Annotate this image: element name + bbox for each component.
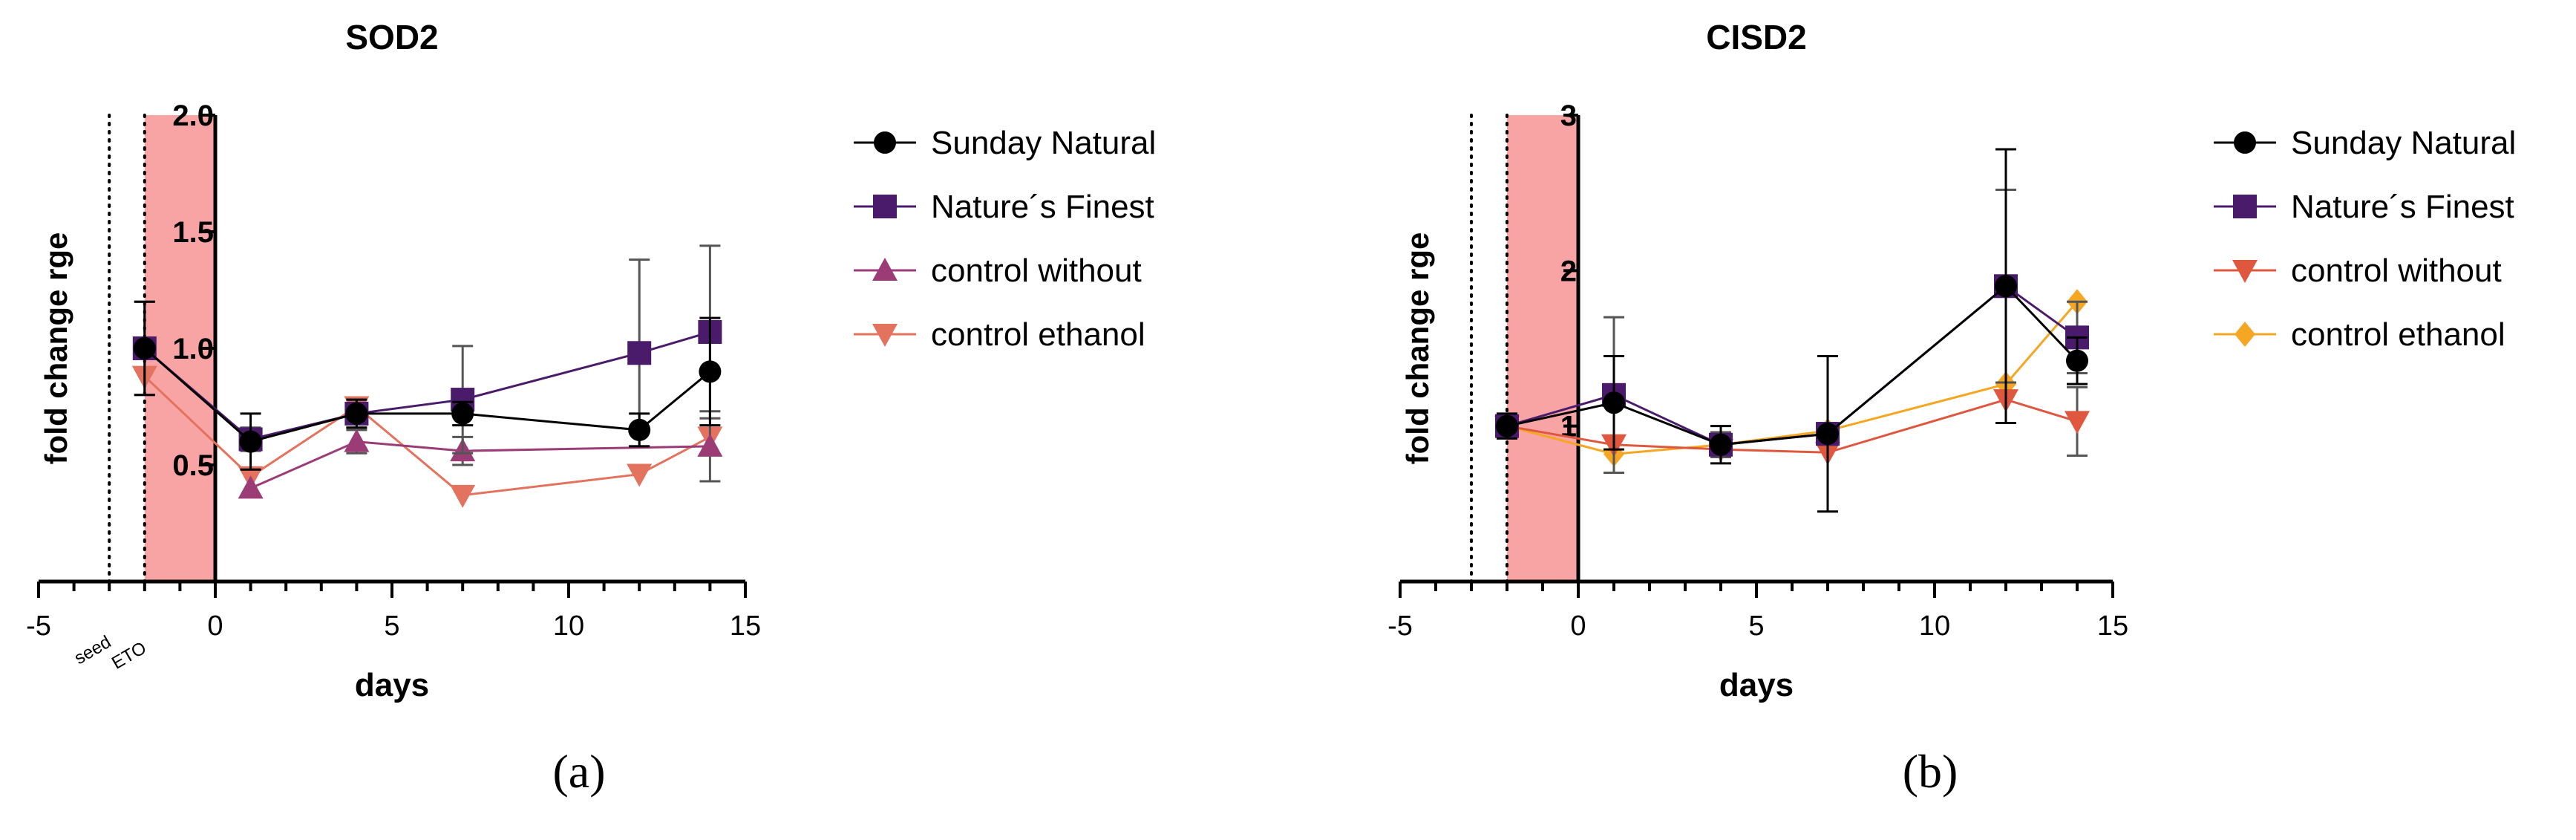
x-tick-label: 10 (1919, 611, 1950, 642)
legend-item: control ethanol (2214, 316, 2505, 353)
legend-marker (872, 258, 898, 281)
data-point (239, 430, 262, 453)
x-axis-label: days (355, 667, 429, 703)
series-line (143, 375, 711, 497)
chart-title: CISD2 (1706, 18, 1806, 56)
y-tick-label: 2 (1560, 255, 1577, 287)
panel-caption: (a) (552, 745, 605, 798)
legend-marker (872, 324, 898, 347)
chart-title: SOD2 (345, 18, 438, 56)
data-point (627, 341, 652, 365)
data-point (699, 360, 722, 383)
marker-line-label: ETO (108, 638, 150, 674)
legend-label: Sunday Natural (931, 125, 1156, 161)
legend-item: Sunday Natural (2214, 125, 2516, 161)
legend-marker (2234, 131, 2256, 154)
legend: Sunday Natural Nature´s Finest control wit… (2214, 125, 2516, 353)
legend-label: control without (2291, 253, 2502, 289)
data-point (1603, 391, 1625, 414)
data-point (627, 463, 653, 487)
x-tick-label: 0 (1570, 611, 1586, 642)
y-tick-label: 3 (1560, 100, 1577, 132)
legend-label: Nature´s Finest (931, 189, 1154, 225)
series-line (1506, 398, 2078, 454)
plot-area: 123-5 0 5 10 15 (1387, 100, 2128, 642)
x-tick-label: 15 (730, 611, 761, 642)
legend-label: control ethanol (931, 316, 1145, 353)
legend-marker (873, 195, 897, 218)
series-sunday-natural (133, 300, 722, 471)
y-tick-label: 1.0 (172, 333, 214, 365)
series-sunday-natural (1496, 148, 2088, 513)
x-tick-label: 15 (2097, 611, 2128, 642)
data-point (1710, 433, 1732, 456)
legend-marker (874, 131, 896, 154)
legend-label: control ethanol (2291, 316, 2505, 353)
data-point (345, 402, 368, 425)
series-control-without (238, 410, 723, 499)
series-line (1506, 301, 2079, 455)
data-point (1817, 423, 1839, 446)
y-axis-label: fold change rge (1400, 232, 1435, 465)
legend-label: control without (931, 253, 1142, 289)
series-line (249, 440, 710, 489)
x-axis-label: days (1719, 667, 1794, 703)
y-tick-label: 2.0 (172, 100, 214, 132)
data-point (450, 484, 476, 508)
data-point (697, 433, 723, 457)
eto-shaded-region (1507, 115, 1578, 582)
data-point (238, 475, 264, 499)
legend-item: control ethanol (854, 316, 1145, 353)
y-axis-label: fold change rge (39, 232, 73, 465)
series-line (1506, 284, 2079, 446)
data-point (2065, 411, 2090, 434)
data-point (344, 429, 370, 452)
legend-item: Nature´s Finest (854, 189, 1154, 225)
x-tick-label: 5 (384, 611, 399, 642)
chart-panel-b: CISD2 fold change rge days 123-5 0 5 10 15 S… (1387, 18, 2516, 798)
legend-item: control without (2214, 253, 2502, 289)
series-control-without (1494, 385, 2090, 466)
x-tick-label: -5 (1387, 611, 1413, 642)
data-point (451, 402, 474, 425)
y-tick-label: 0.5 (172, 449, 214, 482)
y-tick-label: 1.5 (172, 216, 214, 249)
data-point (1995, 275, 2017, 298)
legend-label: Nature´s Finest (2291, 189, 2514, 225)
legend-item: Sunday Natural (854, 125, 1156, 161)
legend-item: Nature´s Finest (2214, 189, 2514, 225)
x-tick-label: -5 (26, 611, 51, 642)
series-line (143, 347, 711, 443)
legend-marker (2233, 195, 2257, 218)
marker-line-label: seed (71, 632, 115, 668)
legend: Sunday Natural Nature´s Finest control wit… (854, 125, 1156, 353)
x-tick-label: 10 (553, 611, 584, 642)
panel-caption: (b) (1903, 745, 1958, 798)
series-line (1506, 284, 2078, 446)
data-point (628, 418, 651, 441)
data-point (1496, 414, 1518, 437)
legend-item: control without (854, 253, 1142, 289)
legend-marker (2235, 322, 2255, 347)
legend-marker (2232, 260, 2258, 283)
data-point (2066, 349, 2088, 372)
legend-label: Sunday Natural (2291, 125, 2516, 161)
x-tick-label: 0 (207, 611, 223, 642)
x-tick-label: 5 (1748, 611, 1764, 642)
data-point (133, 337, 156, 359)
series-nature-s-finest (1495, 188, 2089, 474)
